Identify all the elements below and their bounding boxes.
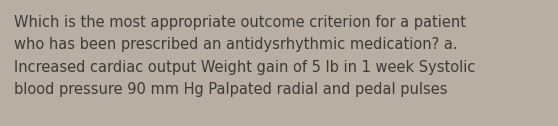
Text: Which is the most appropriate outcome criterion for a patient
who has been presc: Which is the most appropriate outcome cr… <box>14 15 475 97</box>
